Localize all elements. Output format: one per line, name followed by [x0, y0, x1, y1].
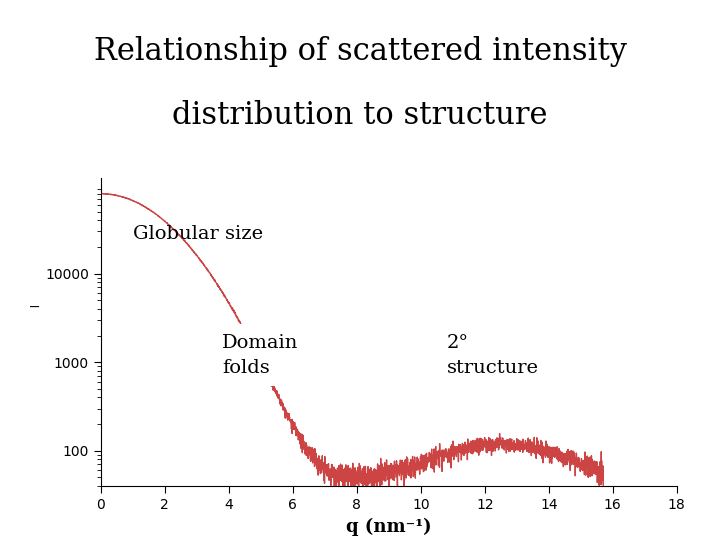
Text: –: – — [29, 296, 40, 319]
Text: Domain
folds: Domain folds — [222, 334, 299, 377]
Text: distribution to structure: distribution to structure — [172, 100, 548, 131]
Text: Relationship of scattered intensity: Relationship of scattered intensity — [94, 36, 626, 66]
Text: 2°
structure: 2° structure — [446, 334, 539, 377]
X-axis label: q (nm⁻¹): q (nm⁻¹) — [346, 517, 431, 536]
Text: Globular size: Globular size — [132, 225, 263, 243]
